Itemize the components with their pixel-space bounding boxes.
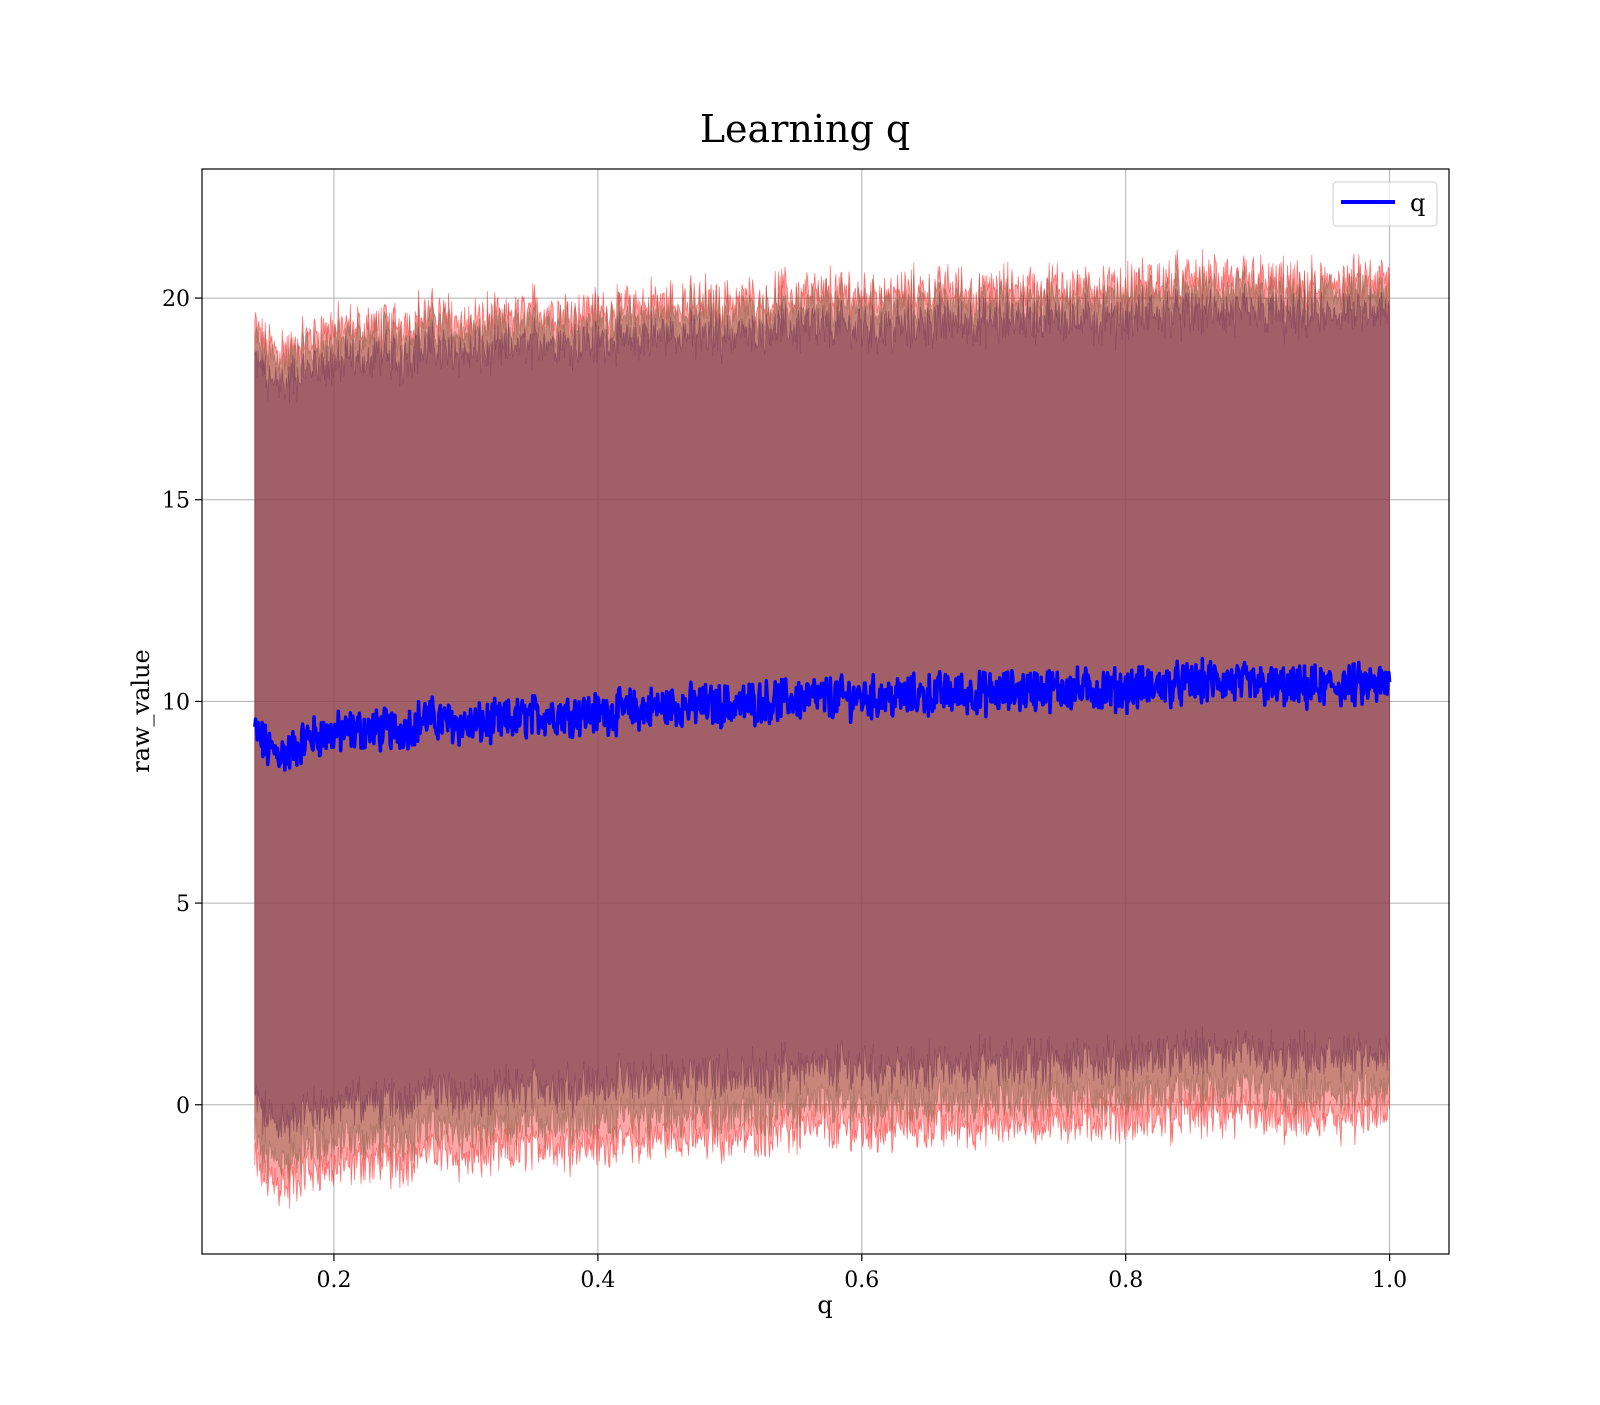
- x-tick-label: 1.0: [1372, 1268, 1407, 1293]
- x-tick-label: 0.8: [1108, 1268, 1143, 1293]
- y-axis-label: raw_value: [127, 649, 155, 773]
- chart-title: Learning q: [700, 107, 910, 151]
- y-tick-label: 20: [162, 287, 190, 312]
- confidence-band-2: [254, 284, 1390, 1144]
- x-tick-label: 0.2: [316, 1268, 351, 1293]
- x-axis-label: q: [817, 1291, 832, 1319]
- y-tick-label: 5: [176, 892, 190, 917]
- series-line-q: [253, 656, 1392, 772]
- y-tick-label: 15: [162, 489, 190, 514]
- legend: q: [1332, 181, 1438, 227]
- x-tick-label: 0.6: [844, 1268, 879, 1293]
- y-tick-label: 10: [162, 690, 190, 715]
- bands: [254, 248, 1390, 1209]
- plot-frame: [201, 168, 1450, 1255]
- ticks: 0.2 0.4 0.6 0.8 1.0 0 5 10 15 20: [162, 287, 1407, 1293]
- x-tick-label: 0.4: [580, 1268, 615, 1293]
- y-tick-label: 0: [176, 1094, 190, 1119]
- legend-label-q: q: [1410, 189, 1425, 217]
- series-lines: [253, 656, 1392, 772]
